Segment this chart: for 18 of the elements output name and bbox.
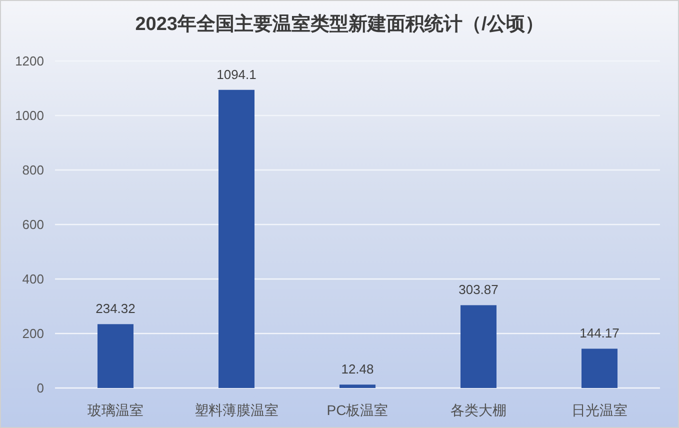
data-label: 303.87 bbox=[458, 282, 498, 298]
y-tick-label: 400 bbox=[22, 272, 44, 286]
y-tick-label: 1200 bbox=[15, 54, 44, 68]
x-tick-label: 塑料薄膜温室 bbox=[194, 402, 278, 418]
data-label: 234.32 bbox=[96, 301, 136, 316]
x-tick-label: 各类大棚 bbox=[450, 402, 506, 418]
y-tick-label: 800 bbox=[22, 162, 44, 178]
data-label: 1094.1 bbox=[216, 66, 256, 82]
y-tick-label: 200 bbox=[22, 326, 44, 341]
data-label: 144.17 bbox=[580, 326, 620, 341]
chart-title: 2023年全国主要温室类型新建面积统计（/公顷） bbox=[135, 13, 544, 35]
y-tick-label: 600 bbox=[22, 217, 44, 232]
x-tick-label: PC板温室 bbox=[326, 402, 388, 418]
x-tick-label: 玻璃温室 bbox=[88, 402, 144, 418]
data-label: 12.48 bbox=[341, 362, 374, 377]
y-tick-label: 0 bbox=[36, 380, 44, 396]
x-tick-label: 日光温室 bbox=[572, 402, 628, 418]
y-tick-label: 1000 bbox=[15, 108, 44, 123]
